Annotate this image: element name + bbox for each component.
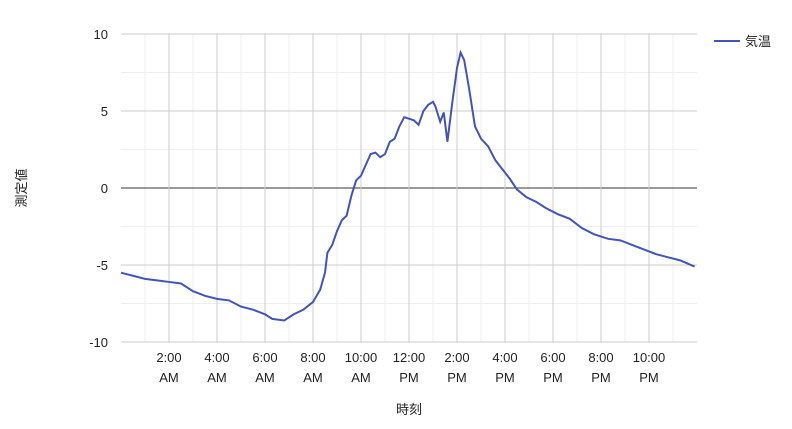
line: [120, 49, 695, 322]
x-tick-label: 6:00 PM: [540, 350, 565, 385]
x-tick-label: 6:00 AM: [252, 350, 277, 385]
x-axis-title: 時刻: [396, 402, 422, 417]
x-tick-label: 2:00 PM: [444, 350, 469, 385]
y-tick-label: -10: [89, 335, 108, 350]
y-axis-title: 測定値: [14, 168, 29, 207]
x-tick-label: 8:00 PM: [588, 350, 613, 385]
x-tick-label: 4:00 PM: [492, 350, 517, 385]
x-tick-label: 10:00 PM: [633, 350, 666, 385]
x-tick-label: 10:00 AM: [345, 350, 378, 385]
legend-label: 気温: [745, 34, 771, 49]
x-tick-label: 2:00 AM: [156, 350, 181, 385]
x-tick-label: 4:00 AM: [204, 350, 229, 385]
y-tick-label: 0: [101, 181, 108, 196]
x-tick-label: 12:00 PM: [393, 350, 426, 385]
y-tick-label: 5: [101, 104, 108, 119]
y-tick-label: -5: [96, 258, 108, 273]
y-tick-label: 10: [94, 27, 108, 42]
x-tick-label: 8:00 AM: [300, 350, 325, 385]
